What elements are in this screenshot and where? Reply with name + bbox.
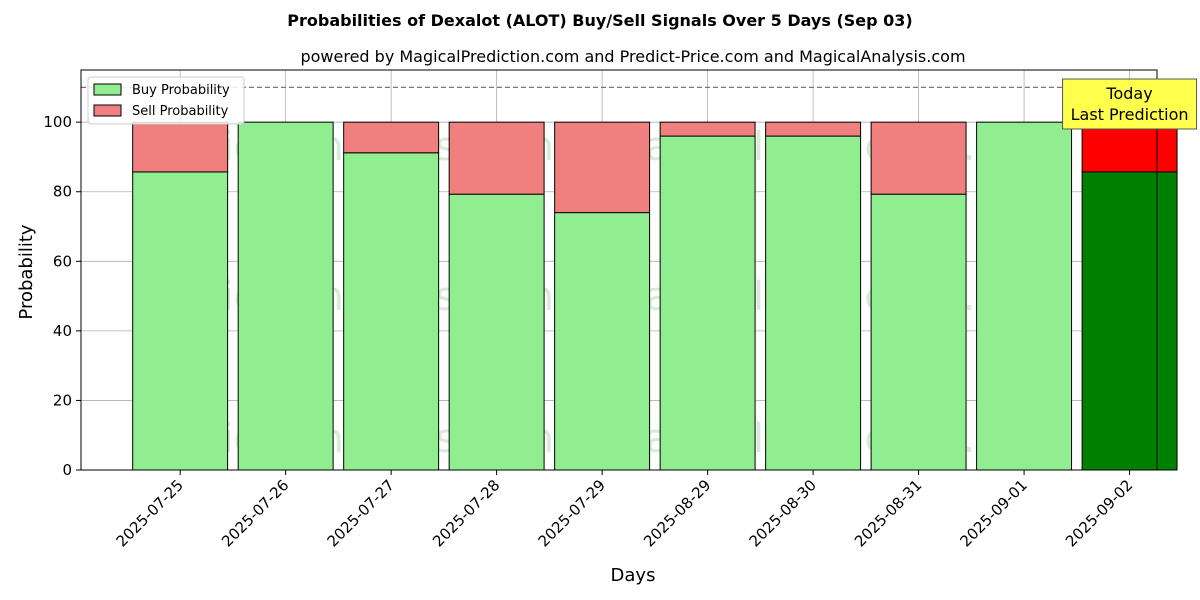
y-tick-label: 60 bbox=[53, 252, 72, 270]
sell-bar bbox=[343, 121, 440, 154]
y-tick-label: 40 bbox=[53, 322, 72, 340]
legend-label: Buy Probability bbox=[132, 83, 230, 98]
annotation-line: Today bbox=[1105, 84, 1152, 103]
legend-label: Sell Probability bbox=[132, 104, 229, 119]
x-tick-label: 2025-07-27 bbox=[324, 476, 398, 550]
sell-bar bbox=[132, 121, 229, 173]
buy-bar bbox=[765, 135, 862, 471]
x-tick-label: 2025-07-25 bbox=[113, 476, 187, 550]
y-tick-label: 80 bbox=[53, 183, 72, 201]
y-axis-title: Probability bbox=[16, 224, 37, 319]
sell-bar bbox=[659, 121, 756, 137]
sell-bar bbox=[554, 121, 651, 214]
legend: Buy Probability Sell Probability bbox=[87, 76, 245, 125]
buy-bar bbox=[870, 193, 967, 471]
today-annotation: Today Last Prediction bbox=[1062, 78, 1198, 130]
x-tick-label: 2025-07-29 bbox=[535, 476, 609, 550]
x-tick-label: 2025-07-28 bbox=[429, 476, 503, 550]
x-tick-label: 2025-08-29 bbox=[640, 476, 714, 550]
sell-bar bbox=[448, 121, 545, 195]
annotation-line: Last Prediction bbox=[1071, 105, 1189, 124]
buy-bar bbox=[1081, 171, 1178, 471]
plot-frame bbox=[80, 69, 1158, 471]
buy-bar bbox=[343, 152, 440, 471]
y-tick-label: 0 bbox=[62, 461, 72, 479]
legend-box bbox=[87, 76, 245, 125]
buy-bar bbox=[976, 121, 1073, 471]
buy-bar bbox=[132, 171, 229, 471]
x-tick-label: 2025-07-26 bbox=[218, 476, 292, 550]
buy-bar bbox=[554, 212, 651, 471]
x-tick-label: 2025-09-02 bbox=[1062, 476, 1136, 550]
chart-title: Probabilities of Dexalot (ALOT) Buy/Sell… bbox=[287, 11, 912, 30]
x-axis: 2025-07-25 2025-07-26 2025-07-27 2025-07-28… bbox=[113, 470, 1136, 550]
buy-bar bbox=[659, 135, 756, 471]
y-tick-label: 100 bbox=[43, 113, 72, 131]
annotation-box bbox=[1062, 78, 1198, 130]
bars-layer bbox=[132, 121, 1178, 471]
x-axis-title: Days bbox=[611, 565, 656, 586]
x-tick-label: 2025-09-01 bbox=[957, 476, 1031, 550]
sell-bar bbox=[870, 121, 967, 195]
buy-bar bbox=[237, 121, 334, 471]
sell-bar bbox=[1081, 121, 1178, 173]
x-tick-label: 2025-08-31 bbox=[851, 476, 925, 550]
y-tick-label: 20 bbox=[53, 391, 72, 409]
legend-swatch bbox=[93, 104, 122, 117]
legend-swatch bbox=[93, 83, 122, 96]
y-axis: 0 20 40 60 80 100 bbox=[43, 113, 81, 479]
buy-bar bbox=[448, 193, 545, 471]
sell-bar bbox=[765, 121, 862, 137]
chart-subtitle: powered by MagicalPrediction.com and Pre… bbox=[300, 47, 965, 66]
x-tick-label: 2025-08-30 bbox=[746, 476, 820, 550]
